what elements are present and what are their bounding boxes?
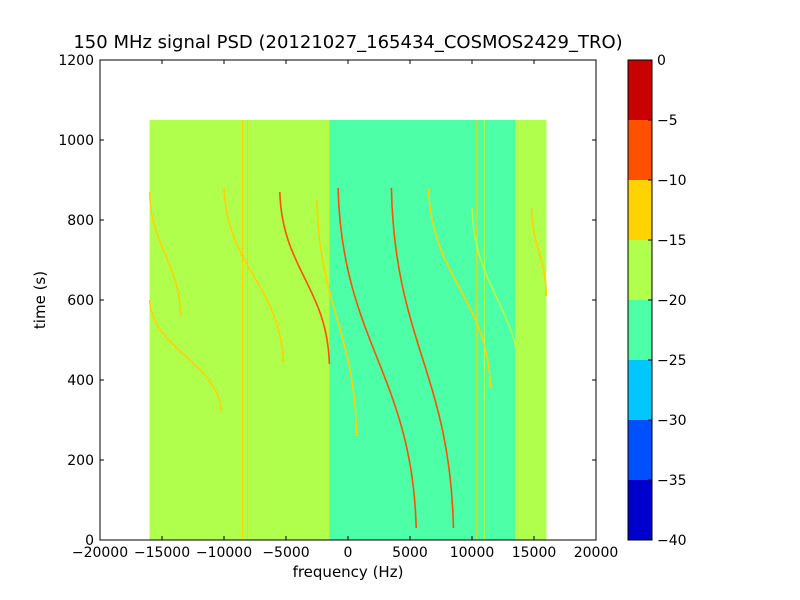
signal-trace-2 [223, 187, 285, 365]
y-tick-label: 1200 [58, 53, 94, 69]
signal-trace-8 [471, 207, 523, 389]
colorbar-tick-label: −15 [657, 233, 687, 249]
signal-trace-5 [337, 187, 417, 529]
x-tick-label: 10000 [450, 545, 495, 561]
signal-trace-6 [390, 187, 455, 529]
colorbar-band-0 [628, 480, 652, 540]
colorbar-tick-label: −5 [657, 113, 678, 129]
signal-trace-3 [279, 191, 331, 365]
x-tick-label: −20000 [72, 545, 128, 561]
signal-trace-4 [316, 199, 358, 437]
heatmap-region-0 [149, 120, 330, 540]
signal-trace-0 [148, 299, 223, 413]
signal-trace-1 [148, 191, 182, 317]
x-tick-label: 15000 [512, 545, 557, 561]
colorbar-band-3 [628, 300, 652, 360]
colorbar-tick-label: −30 [657, 413, 687, 429]
y-tick-label: 0 [85, 533, 94, 549]
colorbar: −40 −35 −30 −25 −20 −15 −10 −5 0 [627, 53, 687, 549]
colorbar-band-7 [628, 60, 652, 120]
y-tick-label: 200 [67, 453, 94, 469]
x-axis-ticks: −20000 −15000 −10000 −5000 0 5000 10000 15000 20… [72, 60, 618, 561]
x-tick-label: 5000 [392, 545, 428, 561]
heatmap-region-2 [515, 120, 547, 540]
y-tick-label: 600 [67, 293, 94, 309]
y-tick-label: 1000 [58, 133, 94, 149]
heatmap-region-1 [329, 120, 516, 540]
colorbar-tick-label: −20 [657, 293, 687, 309]
signal-trace-9 [530, 207, 548, 297]
colorbar-band-4 [628, 240, 652, 300]
colorbar-tick-label: −40 [657, 533, 687, 549]
colorbar-tick-label: −35 [657, 473, 687, 489]
plot-area: −20000 −15000 −10000 −5000 0 5000 10000 15000 20… [58, 53, 618, 561]
y-axis-label: time (s) [31, 271, 49, 329]
colorbar-band-6 [628, 120, 652, 180]
x-axis-label: frequency (Hz) [293, 563, 404, 581]
y-axis-ticks: 0 200 400 600 800 1000 1200 [58, 53, 596, 549]
colorbar-band-1 [628, 420, 652, 480]
chart-title: 150 MHz signal PSD (20121027_165434_COSM… [73, 32, 622, 53]
x-tick-label: 20000 [574, 545, 619, 561]
x-tick-label: −5000 [262, 545, 309, 561]
colorbar-tick-label: 0 [657, 53, 666, 69]
x-tick-label: 0 [344, 545, 353, 561]
heatmap [148, 120, 548, 540]
colorbar-band-5 [628, 180, 652, 240]
x-tick-label: −15000 [134, 545, 190, 561]
colorbar-tick-label: −10 [657, 173, 687, 189]
x-tick-label: −10000 [196, 545, 252, 561]
signal-trace-7 [427, 187, 492, 389]
colorbar-tick-label: −25 [657, 353, 687, 369]
y-tick-label: 400 [67, 373, 94, 389]
y-tick-label: 800 [67, 213, 94, 229]
colorbar-band-2 [628, 360, 652, 420]
